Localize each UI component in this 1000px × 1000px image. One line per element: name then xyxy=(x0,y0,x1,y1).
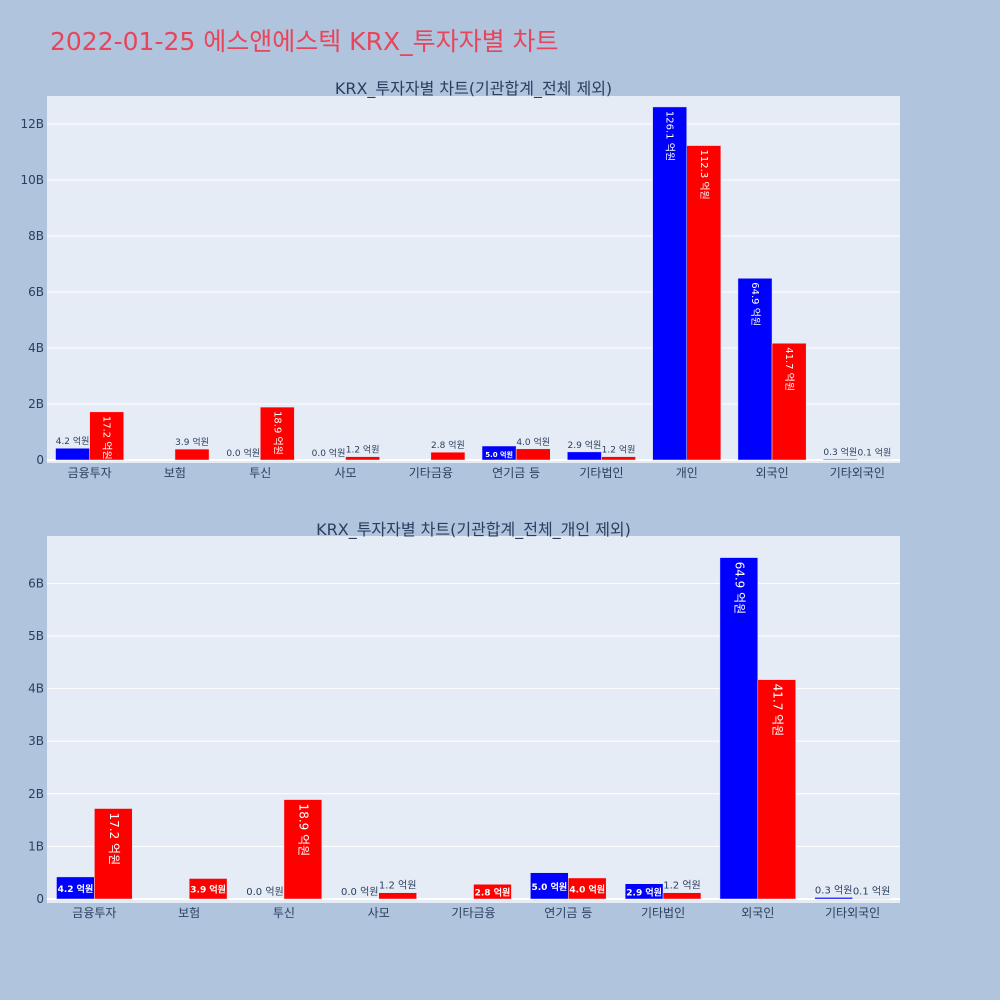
y-tick-label: 2B xyxy=(28,397,44,411)
sell-bar xyxy=(852,898,891,900)
x-tick-label: 기타금융 xyxy=(451,906,495,920)
sell-bar xyxy=(473,884,512,900)
x-tick-label: 기타외국인 xyxy=(830,466,885,480)
bar-value-label: 17.2 억원 xyxy=(107,813,121,866)
chart-title: KRX_투자자별 차트(기관합계_전체 제외) xyxy=(335,79,612,99)
x-tick-label: 금융투자 xyxy=(72,906,116,920)
sell-bar xyxy=(430,451,466,461)
y-tick-label: 12B xyxy=(20,117,44,131)
sell-bar xyxy=(568,877,607,900)
bar-value-label: 0.0 억원 xyxy=(312,447,346,459)
bar-value-label: 2.8 억원 xyxy=(431,439,465,451)
sell-bar xyxy=(662,892,702,900)
sell-bar xyxy=(771,342,807,461)
sell-bar xyxy=(515,448,551,461)
sell-bar xyxy=(89,411,125,461)
bar-value-label: 3.9 억원 xyxy=(190,884,226,896)
x-tick-label: 사모 xyxy=(335,466,357,480)
bar-value-label: 112.3 억원 xyxy=(698,150,710,200)
sell-bar xyxy=(601,456,636,461)
bar-value-label: 5.0 억원 xyxy=(485,450,513,459)
bar-value-label: 1.2 억원 xyxy=(346,444,380,456)
chart-title: KRX_투자자별 차트(기관합계_전체_개인 제외) xyxy=(316,520,631,540)
sell-bar xyxy=(378,892,417,900)
sell-bar xyxy=(283,799,323,900)
buy-bar xyxy=(652,106,688,461)
x-tick-label: 보험 xyxy=(164,466,186,480)
bar-value-label: 41.7 억원 xyxy=(783,347,795,391)
bar-value-label: 41.7 억원 xyxy=(770,684,784,737)
bar-value-label: 0.0 억원 xyxy=(341,886,378,898)
bar-value-label: 0.0 억원 xyxy=(226,447,260,459)
chart-panel-2: 0 1B 2B 3B 4B 5B 6B KRX_투자자별 차트(기관합계_전체_개인 제외) 금… xyxy=(28,520,900,920)
y-tick-label: 6B xyxy=(28,285,44,299)
sell-bar xyxy=(757,679,796,900)
bar-value-label: 64.9 억원 xyxy=(749,282,761,326)
page-title: 2022-01-25 에스앤에스텍 KRX_투자자별 차트 xyxy=(50,27,559,56)
x-tick-label: 사모 xyxy=(368,906,390,920)
buy-bar xyxy=(737,278,773,461)
x-tick-label: 투신 xyxy=(273,906,295,920)
y-tick-label: 8B xyxy=(28,229,44,243)
bar-value-label: 1.2 억원 xyxy=(663,880,700,892)
buy-bar xyxy=(624,883,664,900)
bar-value-label: 18.9 억원 xyxy=(296,804,310,857)
x-tick-label: 개인 xyxy=(676,466,698,480)
bar-value-label: 4.0 억원 xyxy=(516,436,550,448)
bar-value-label: 0.0 억원 xyxy=(246,886,283,898)
y-tick-label: 4B xyxy=(28,682,44,696)
y-tick-label: 10B xyxy=(20,173,44,187)
buy-bar xyxy=(822,458,858,461)
sell-bar xyxy=(345,456,380,461)
bar-value-label: 1.2 억원 xyxy=(379,880,416,892)
y-tick-label: 0 xyxy=(36,453,44,467)
bar-value-label: 4.0 억원 xyxy=(569,883,605,895)
sell-bar xyxy=(260,406,295,461)
buy-bar xyxy=(814,897,853,900)
bar-value-label: 5.0 억원 xyxy=(532,881,568,893)
bar-value-label: 4.2 억원 xyxy=(58,883,94,895)
bar-value-label: 18.9 억원 xyxy=(271,411,283,455)
x-tick-label: 기타법인 xyxy=(579,466,623,480)
sell-bar xyxy=(188,878,228,900)
x-tick-label: 보험 xyxy=(178,906,200,920)
y-tick-label: 3B xyxy=(28,734,44,748)
x-tick-label: 금융투자 xyxy=(68,466,112,480)
buy-bar xyxy=(530,872,569,900)
bar-value-label: 0.1 억원 xyxy=(853,885,890,897)
chart-panel-1: 0 2B 4B 6B 8B 10B 12B KRX_투자자별 차트(기관합계_전체 제외) 금융… xyxy=(20,79,900,480)
bar-value-label: 0.1 억원 xyxy=(858,447,892,459)
bar-value-label: 64.9 억원 xyxy=(732,562,746,615)
x-tick-label: 투신 xyxy=(249,466,271,480)
bar-value-label: 126.1 억원 xyxy=(664,111,676,161)
bar-value-label: 3.9 억원 xyxy=(175,436,209,448)
sell-bar xyxy=(174,448,210,461)
y-tick-label: 2B xyxy=(28,787,44,801)
y-tick-label: 4B xyxy=(28,341,44,355)
bar-value-label: 2.8 억원 xyxy=(475,887,511,899)
sell-bar xyxy=(94,808,133,900)
x-tick-label: 외국인 xyxy=(755,466,788,480)
y-tick-label: 6B xyxy=(28,576,44,590)
bar-value-label: 2.9 억원 xyxy=(626,886,662,898)
x-tick-label: 외국인 xyxy=(741,906,774,920)
sell-bar xyxy=(686,145,722,461)
bar-value-label: 0.3 억원 xyxy=(823,446,857,458)
x-tick-label: 기타외국인 xyxy=(825,906,880,920)
x-tick-label: 기타금융 xyxy=(409,466,453,480)
bar-value-label: 1.2 억원 xyxy=(602,444,636,456)
y-tick-label: 1B xyxy=(28,839,44,853)
buy-bar xyxy=(567,451,602,461)
x-tick-label: 기타법인 xyxy=(641,906,685,920)
bar-value-label: 2.9 억원 xyxy=(568,439,602,451)
x-tick-label: 연기금 등 xyxy=(492,466,540,480)
x-tick-label: 연기금 등 xyxy=(544,906,592,920)
buy-bar xyxy=(55,447,90,461)
bar-value-label: 17.2 억원 xyxy=(101,416,113,460)
bar-value-label: 4.2 억원 xyxy=(56,435,90,447)
bar-value-label: 0.3 억원 xyxy=(815,884,852,896)
y-tick-label: 5B xyxy=(28,629,44,643)
y-tick-label: 0 xyxy=(36,892,44,906)
